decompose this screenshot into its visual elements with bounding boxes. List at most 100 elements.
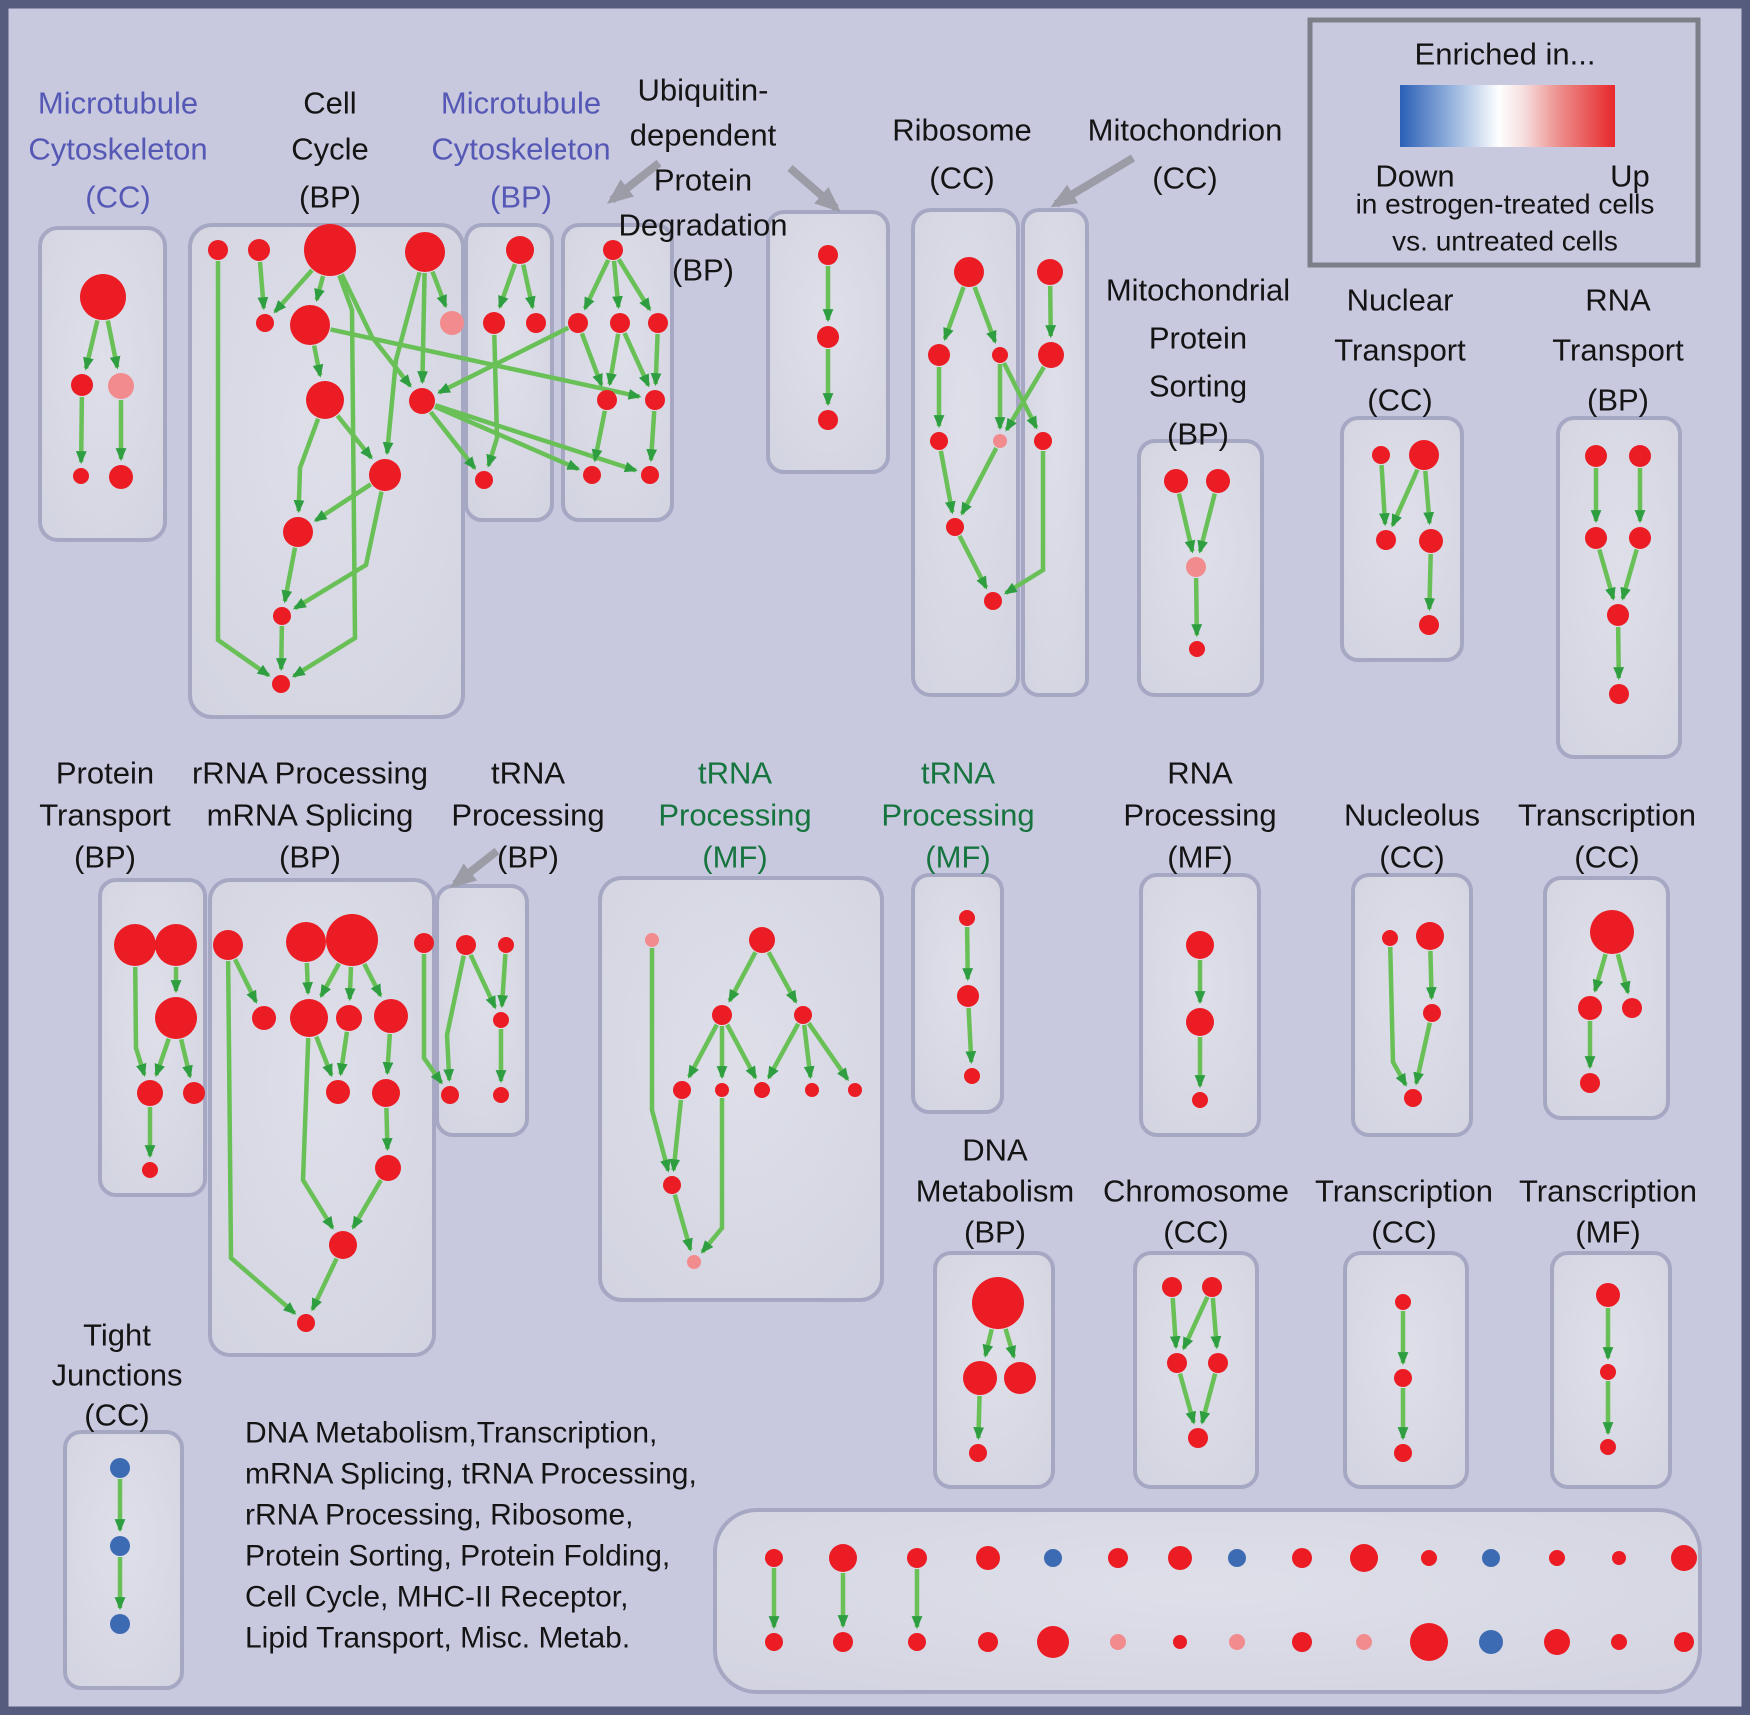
go-term-node bbox=[1394, 1369, 1412, 1387]
go-term-node bbox=[248, 239, 270, 261]
go-term-node bbox=[1292, 1632, 1312, 1652]
go-term-node bbox=[992, 347, 1008, 363]
legend-down-label: Down bbox=[1375, 159, 1454, 194]
go-term-node bbox=[1037, 259, 1063, 285]
go-term-node bbox=[963, 1361, 997, 1395]
go-term-node bbox=[1409, 440, 1439, 470]
enrichment-edge bbox=[497, 263, 518, 310]
enrichment-edge bbox=[437, 325, 570, 395]
legend-caption: in estrogen-treated cells bbox=[1356, 189, 1655, 220]
cluster-label-trna-mf-2: tRNA bbox=[921, 756, 995, 791]
go-term-node bbox=[493, 1012, 509, 1028]
enrichment-edge bbox=[293, 417, 321, 514]
enrichment-edge bbox=[1387, 946, 1408, 1087]
enrichment-edge bbox=[687, 1023, 719, 1079]
go-term-node bbox=[506, 236, 534, 264]
enrichment-edge bbox=[382, 1033, 394, 1076]
enrichment-edge bbox=[972, 286, 998, 344]
enrichment-edge bbox=[275, 625, 287, 672]
cluster-label-tight-junctions: (CC) bbox=[84, 1398, 149, 1433]
go-term-node bbox=[1173, 1635, 1187, 1649]
enrichment-edge bbox=[336, 1031, 350, 1077]
go-term-node bbox=[326, 1080, 350, 1104]
enrichment-edge bbox=[1413, 1022, 1433, 1086]
enrichment-edge bbox=[727, 951, 758, 1003]
go-term-node bbox=[1208, 1353, 1228, 1373]
go-term-node bbox=[1585, 527, 1607, 549]
go-term-node bbox=[208, 240, 228, 260]
go-term-node bbox=[829, 1544, 857, 1572]
go-term-node bbox=[1186, 557, 1206, 577]
label-pointer-arrow bbox=[1050, 154, 1136, 208]
cluster-label-mt-cc: (CC) bbox=[85, 180, 150, 215]
enrichment-edge bbox=[314, 275, 326, 302]
go-term-node bbox=[256, 314, 274, 332]
cluster-label-ubiquitin: Degradation bbox=[619, 208, 788, 243]
go-term-node bbox=[409, 388, 435, 414]
go-term-node bbox=[286, 922, 326, 962]
cluster-label-dna-metabolism: Metabolism bbox=[916, 1174, 1075, 1209]
enrichment-edge bbox=[443, 955, 466, 1083]
enrichment-edge bbox=[646, 410, 658, 463]
legend-box bbox=[1307, 17, 1701, 268]
label-pointer-arrow bbox=[449, 847, 500, 889]
enrichment-edge bbox=[669, 1099, 684, 1173]
enrichment-edge bbox=[1379, 464, 1390, 527]
go-term-node bbox=[283, 517, 313, 547]
cluster-label-rrna-mrna: mRNA Splicing bbox=[207, 798, 414, 833]
cluster-box-b16 bbox=[1139, 873, 1261, 1137]
enrichment-edge bbox=[1615, 953, 1631, 995]
go-term-node bbox=[969, 1444, 987, 1462]
cluster-label-chromosome: Chromosome bbox=[1103, 1174, 1289, 1209]
enrichment-edge bbox=[281, 547, 298, 604]
enrichment-edge bbox=[292, 491, 384, 611]
go-term-node bbox=[155, 924, 197, 966]
cluster-box-b14 bbox=[598, 876, 884, 1302]
go-term-node bbox=[329, 1231, 357, 1259]
go-term-node bbox=[1404, 1089, 1422, 1107]
enrichment-edge bbox=[310, 1257, 339, 1312]
cluster-label-rna-processing-mf: (MF) bbox=[1167, 840, 1232, 875]
enrichment-edge bbox=[973, 1395, 985, 1441]
cluster-label-transcription-mf: (MF) bbox=[1575, 1215, 1640, 1250]
cluster-label-mt-bp: Microtubule bbox=[441, 86, 601, 121]
go-term-node bbox=[1629, 445, 1651, 467]
enrichment-edge bbox=[942, 286, 966, 342]
cluster-label-transcription-cc: (CC) bbox=[1574, 840, 1639, 875]
cluster-label-mito-protein-sorting: Mitochondrial bbox=[1106, 273, 1290, 308]
go-term-node bbox=[109, 465, 133, 489]
go-term-node bbox=[1168, 1546, 1192, 1570]
enrichment-edge bbox=[1004, 365, 1046, 432]
go-term-node bbox=[1229, 1634, 1245, 1650]
enrichment-edge bbox=[300, 1037, 335, 1230]
cluster-label-mt-cc: Microtubule bbox=[38, 86, 198, 121]
go-term-node bbox=[818, 245, 838, 265]
go-term-node bbox=[372, 1079, 400, 1107]
cluster-label-mitochondrion: Mitochondrion bbox=[1088, 113, 1283, 148]
go-term-node bbox=[712, 1005, 732, 1025]
go-term-node bbox=[1376, 530, 1396, 550]
enrichment-edge bbox=[801, 1024, 815, 1080]
go-term-node bbox=[1612, 1551, 1626, 1565]
cluster-label-trna-mf-2: Processing bbox=[881, 798, 1034, 833]
cluster-label-ribosome: Ribosome bbox=[892, 113, 1032, 148]
go-term-node bbox=[1202, 1277, 1222, 1297]
go-term-node bbox=[290, 305, 330, 345]
enrichment-edge bbox=[1002, 362, 1039, 430]
go-term-node bbox=[1674, 1632, 1694, 1652]
go-term-node bbox=[1164, 469, 1188, 493]
go-term-node bbox=[984, 592, 1002, 610]
enrichment-edge bbox=[582, 258, 611, 311]
enrichment-edge bbox=[1197, 493, 1217, 554]
go-term-node bbox=[71, 374, 93, 396]
go-term-node bbox=[1419, 529, 1443, 553]
enrichment-edge bbox=[468, 954, 498, 1010]
legend-caption: vs. untreated cells bbox=[1392, 226, 1618, 257]
enrichment-edge bbox=[1425, 950, 1437, 1001]
enrichment-edge bbox=[611, 260, 623, 310]
enrichment-edge bbox=[1210, 1297, 1222, 1350]
enrichment-edge bbox=[497, 953, 509, 1009]
enrichment-edge bbox=[215, 261, 271, 678]
